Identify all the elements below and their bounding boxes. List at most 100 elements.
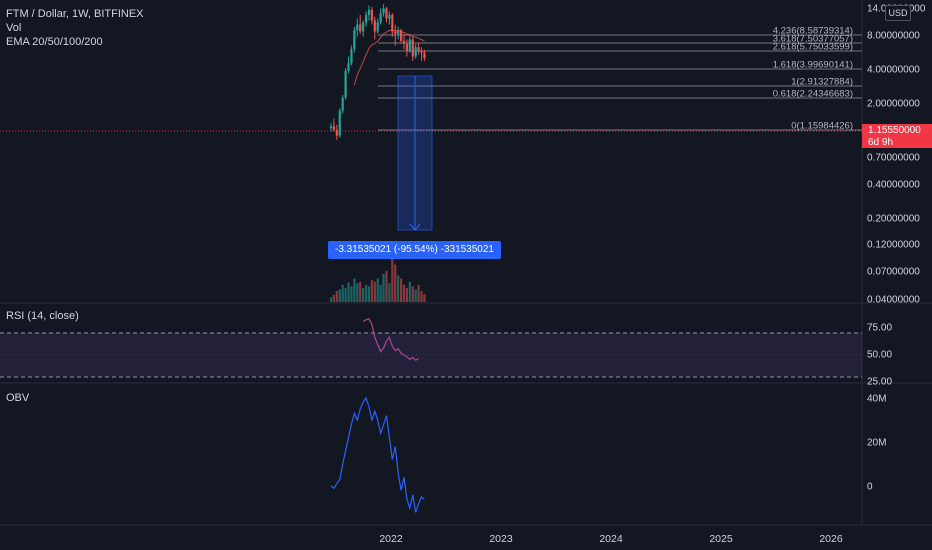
volume-bar: [385, 270, 388, 302]
candle-body: [420, 50, 423, 53]
volume-bar: [417, 284, 420, 302]
rsi-line: [362, 318, 419, 362]
volume-bar: [405, 287, 409, 302]
price-axis-ticks: 14.000000008.000000004.000000002.0000000…: [867, 4, 926, 306]
volume-bar: [338, 289, 341, 302]
bar-countdown: 6d 9h: [868, 137, 894, 148]
volume-bar: [379, 284, 382, 302]
volume-bar: [341, 284, 344, 302]
time-tick-label: 2026: [819, 533, 843, 545]
price-tick-label: 0.70000000: [867, 153, 920, 164]
fib-retracement[interactable]: 4.236(8.58739314)3.618(7.50377057)2.618(…: [378, 26, 862, 132]
time-tick-label: 2022: [379, 533, 403, 545]
fib-level-label: 3.618(7.50377057): [773, 34, 853, 45]
rsi-tick-label: 50.00: [867, 350, 892, 361]
candle-body: [373, 20, 376, 32]
candle-body: [423, 52, 426, 59]
current-price-value: 1.15550000: [868, 125, 921, 136]
price-tick-label: 0.04000000: [867, 295, 920, 306]
candle-body: [411, 39, 414, 57]
volume-bar: [420, 291, 423, 302]
volume-bar: [388, 283, 391, 302]
fib-level-label: 0(1.15984426): [791, 121, 853, 132]
volume-bar: [414, 289, 417, 302]
candle-body: [391, 14, 394, 32]
measure-arrow-head: [409, 223, 421, 231]
volume-bar: [408, 281, 411, 302]
volume-bar: [364, 284, 368, 302]
volume-bar: [335, 291, 338, 302]
fib-level-label: 0.618(2.24346683): [773, 89, 853, 100]
candle-body: [397, 30, 400, 34]
volume-bar: [329, 297, 333, 302]
ema-legend[interactable]: EMA 20/50/100/200: [6, 36, 103, 48]
time-axis-ticks: 2022 2023 2024 2025 2026: [379, 533, 843, 545]
candle-body: [329, 126, 333, 129]
candle-body: [382, 8, 385, 14]
price-tick-label: 0.07000000: [867, 267, 920, 278]
price-tick-label: 0.40000000: [867, 180, 920, 191]
rsi-tick-label: 75.00: [867, 323, 892, 334]
price-tick-label: 0.20000000: [867, 214, 920, 225]
ema-line: [353, 29, 425, 86]
time-tick-label: 2025: [709, 533, 733, 545]
volume-bar: [356, 283, 359, 302]
obv-legend[interactable]: OBV: [6, 392, 30, 404]
candle-body: [385, 8, 388, 19]
rsi-band: [0, 333, 862, 377]
symbol-title[interactable]: FTM / Dollar, 1W, BITFINEX: [6, 8, 144, 20]
volume-bar: [402, 284, 406, 302]
price-tick-label: 0.12000000: [867, 240, 920, 251]
candle-body: [364, 14, 368, 23]
obv-tick-label: 40M: [867, 394, 886, 405]
measure-tool[interactable]: [397, 75, 433, 231]
volume-bar: [411, 286, 414, 302]
candle-body: [362, 22, 365, 32]
candle-body: [359, 24, 362, 32]
candle-body: [379, 13, 382, 23]
rsi-legend[interactable]: RSI (14, close): [6, 310, 79, 322]
price-tick-label: 8.00000000: [867, 31, 920, 42]
candle-body: [414, 47, 417, 57]
volume-legend[interactable]: Vol: [6, 22, 22, 34]
candle-body: [335, 129, 338, 136]
candle-body: [356, 24, 359, 31]
time-tick-label: 2024: [599, 533, 623, 545]
volume-bar: [397, 275, 400, 302]
obv-line: [330, 396, 425, 513]
candle-body: [353, 30, 356, 49]
obv-tick-label: 20M: [867, 438, 886, 449]
rsi-axis-ticks: 75.00 50.00 25.00: [867, 323, 892, 388]
volume-bar: [344, 287, 347, 302]
volume-bar: [423, 294, 426, 302]
candle-body: [350, 48, 353, 64]
rsi-tick-label: 25.00: [867, 377, 892, 388]
candle-body: [344, 70, 347, 98]
volume-bar: [399, 278, 403, 302]
candlesticks: [329, 4, 426, 140]
candle-body: [332, 126, 336, 130]
measure-label: -3.31535021 (-95.54%) -331535021: [328, 241, 501, 259]
candle-body: [376, 22, 379, 32]
candle-body: [394, 31, 397, 34]
volume-bars: [329, 245, 426, 302]
price-tick-label: 4.00000000: [867, 65, 920, 76]
volume-bar: [353, 278, 356, 302]
price-tick-label: 2.00000000: [867, 99, 920, 110]
candle-body: [338, 110, 341, 136]
candle-body: [388, 14, 391, 19]
volume-bar: [376, 278, 379, 302]
volume-bar: [347, 282, 350, 302]
candle-body: [341, 97, 344, 111]
candle-body: [347, 63, 350, 71]
volume-bar: [362, 287, 365, 302]
candle-body: [370, 9, 373, 21]
currency-selector[interactable]: USD: [885, 5, 911, 21]
time-tick-label: 2023: [489, 533, 513, 545]
fib-level-label: 2.618(5.75033599): [773, 42, 853, 53]
obv-tick-label: 0: [867, 482, 873, 493]
current-price-tag: 1.15550000 6d 9h: [862, 124, 932, 148]
candle-body: [367, 9, 371, 15]
candle-body: [399, 30, 403, 41]
